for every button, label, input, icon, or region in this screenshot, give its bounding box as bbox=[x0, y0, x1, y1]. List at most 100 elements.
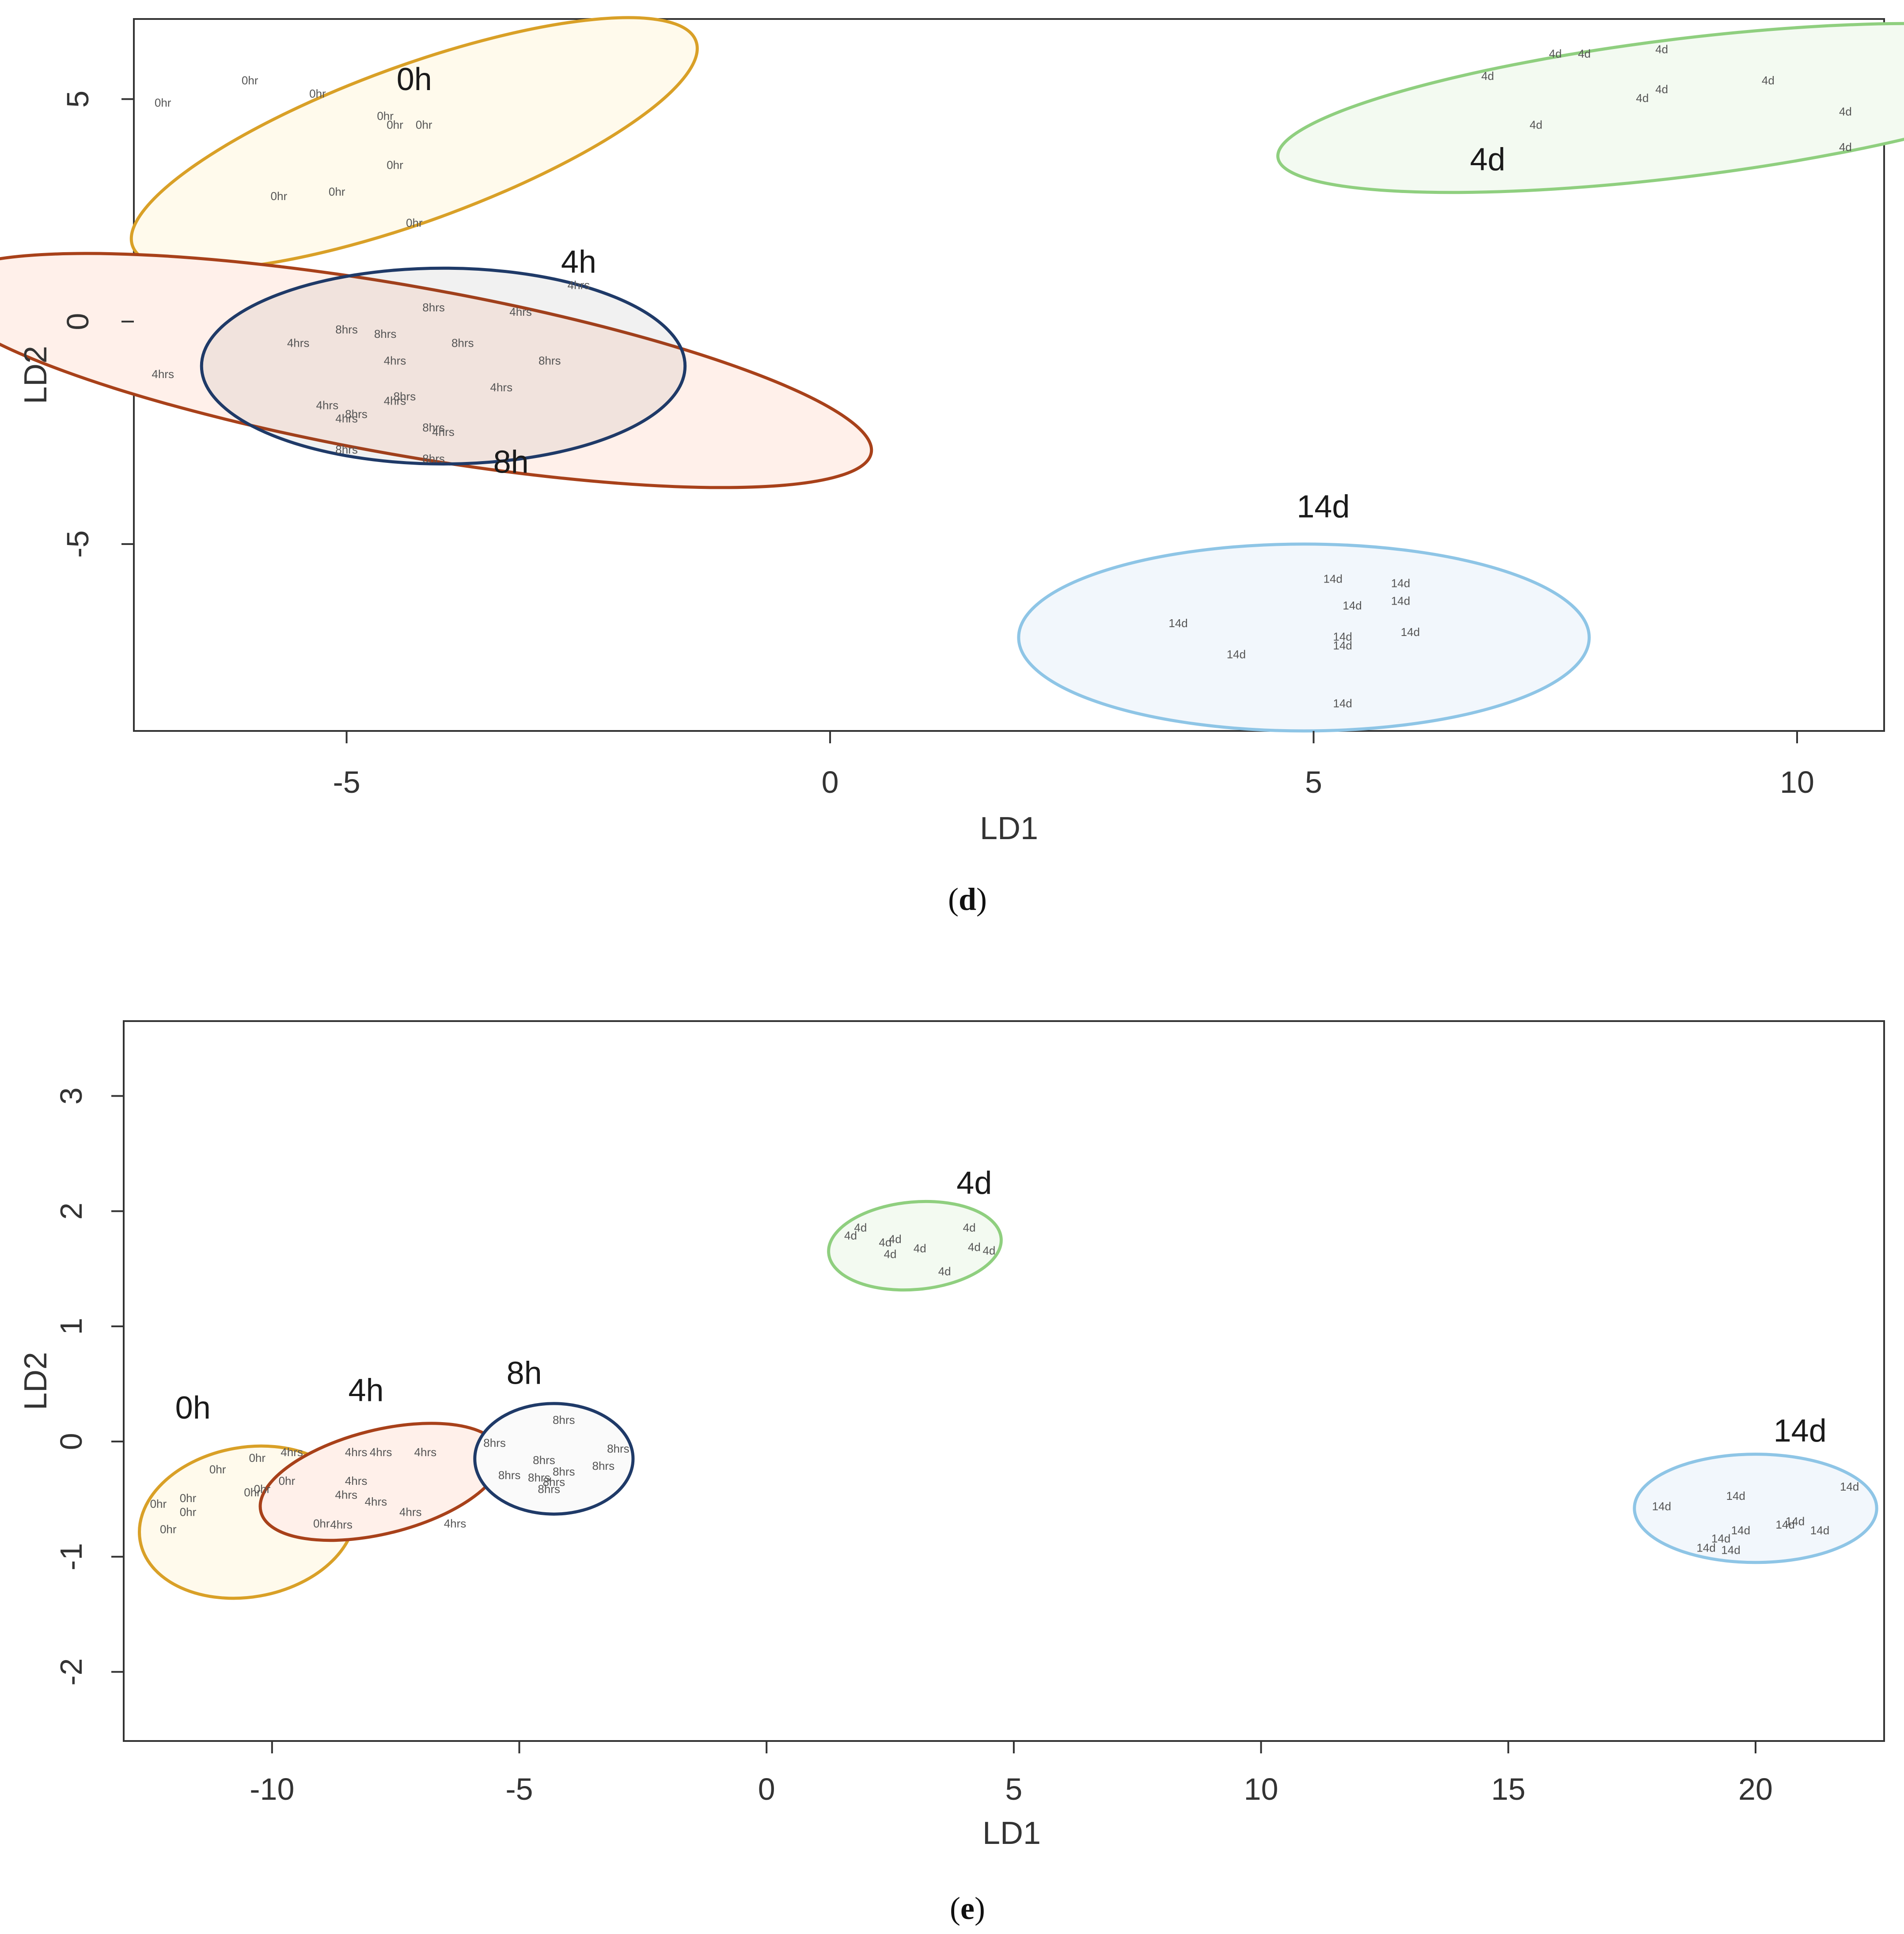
panel-d-caption: (d) bbox=[948, 882, 987, 917]
panel-d-point-0h: 0hr bbox=[377, 110, 394, 123]
panel-e-point-4d: 4d bbox=[884, 1247, 897, 1260]
panel-e-plot-frame bbox=[123, 1020, 1885, 1742]
panel-d-point-14d: 14d bbox=[1391, 594, 1410, 608]
panel-d-point-4h: 4hrs bbox=[316, 398, 339, 412]
panel-e-point-0h: 0hr bbox=[180, 1491, 197, 1505]
panel-e-y-tick-label: 3 bbox=[54, 1087, 88, 1105]
panel-e-y-tick-label: -2 bbox=[54, 1658, 88, 1685]
panel-d-point-0h: 0hr bbox=[309, 87, 326, 100]
panel-d-point-0h: 0hr bbox=[155, 96, 171, 109]
panel-d-point-0h: 0hr bbox=[416, 118, 432, 132]
panel-d-point-8h: 8hrs bbox=[374, 327, 397, 341]
panel-d-point-4d: 4d bbox=[1655, 42, 1668, 56]
panel-e-y-tick-label: 2 bbox=[54, 1203, 88, 1220]
panel-d-group-label-8h: 8h bbox=[493, 445, 529, 480]
panel-d-y-tick-label: -5 bbox=[61, 530, 95, 558]
panel-e-x-tick-label: 0 bbox=[758, 1772, 775, 1806]
panel-d-point-0h: 0hr bbox=[329, 185, 345, 198]
panel-d-group-label-14d: 14d bbox=[1297, 489, 1350, 524]
panel-e-point-4h: 4hrs bbox=[414, 1446, 437, 1459]
panel-e-point-8h: 8hrs bbox=[607, 1442, 630, 1455]
panel-e-y-tick-label: 1 bbox=[54, 1318, 88, 1335]
panel-e-point-14d: 14d bbox=[1731, 1524, 1750, 1537]
panel-d-point-0h: 0hr bbox=[242, 74, 258, 87]
panel-e-y-tick-label: -1 bbox=[54, 1543, 88, 1571]
panel-d-point-8h: 8hrs bbox=[422, 421, 445, 434]
panel-e-point-4d: 4d bbox=[938, 1264, 951, 1278]
panel-d-point-4d: 4d bbox=[1839, 140, 1852, 154]
panel-e-point-0h: 0hr bbox=[160, 1523, 177, 1536]
panel-e-point-4d: 4d bbox=[879, 1236, 891, 1249]
panel-e-point-4h: 4hrs bbox=[444, 1517, 467, 1530]
panel-d-point-8h: 8hrs bbox=[394, 390, 416, 403]
panel-d-y-tick-label: 5 bbox=[61, 91, 95, 108]
panel-e-x-tick-label: 15 bbox=[1491, 1772, 1525, 1806]
panel-d-point-8h: 8hrs bbox=[345, 408, 368, 421]
panel-e-point-8h: 8hrs bbox=[553, 1413, 575, 1427]
panel-e-point-4h: 4hrs bbox=[365, 1495, 387, 1508]
panel-d-point-0h: 0hr bbox=[271, 189, 288, 203]
panel-e-point-4d: 4d bbox=[968, 1241, 981, 1254]
panel-e-point-4h: 4hrs bbox=[399, 1505, 422, 1518]
panel-d-point-0h: 0hr bbox=[387, 118, 403, 132]
panel-e-point-0h: 0hr bbox=[209, 1463, 226, 1476]
panel-d-point-4d: 4d bbox=[1481, 69, 1494, 83]
panel-e-group-label-4d: 4d bbox=[956, 1166, 992, 1201]
panel-e-point-4d: 4d bbox=[963, 1221, 976, 1234]
panel-d-point-4d: 4d bbox=[1655, 83, 1668, 96]
panel-d-point-0h: 0hr bbox=[406, 216, 423, 229]
panel-e-point-4d: 4d bbox=[982, 1244, 995, 1257]
panel-e-point-14d: 14d bbox=[1711, 1532, 1730, 1545]
panel-e-point-0h: 0hr bbox=[180, 1505, 197, 1518]
panel-d-point-0h: 0hr bbox=[387, 158, 403, 171]
panel-e-point-0h: 0hr bbox=[249, 1451, 265, 1465]
panel-d-y-tick-label: 0 bbox=[61, 313, 95, 330]
panel-e-point-8h: 8hrs bbox=[553, 1465, 575, 1478]
panel-d-point-4h: 4hrs bbox=[152, 367, 174, 381]
panel-e-ellipse-8h bbox=[473, 1402, 635, 1516]
panel-d-group-label-4h: 4h bbox=[561, 244, 596, 280]
panel-d-group-label-0h: 0h bbox=[397, 62, 432, 97]
panel-d-ellipse-4d bbox=[1276, 22, 1904, 194]
panel-d-ellipse-8h bbox=[200, 266, 687, 466]
panel-e-ellipse-4d bbox=[827, 1200, 1003, 1292]
panel-d-point-4d: 4d bbox=[1839, 105, 1852, 118]
panel-e-ellipse-14d bbox=[1633, 1453, 1878, 1564]
panel-d-point-4d: 4d bbox=[1636, 91, 1649, 105]
panel-d-point-4h: 4hrs bbox=[432, 425, 455, 439]
panel-e-point-4h: 4hrs bbox=[330, 1518, 353, 1531]
panel-e-group-label-8h: 8h bbox=[507, 1356, 542, 1391]
panel-e-point-0h: 0hr bbox=[254, 1482, 271, 1495]
panel-d-point-4d: 4d bbox=[1762, 74, 1775, 87]
panel-e-point-4h: 4hrs bbox=[345, 1446, 368, 1459]
panel-d-point-4h: 4hrs bbox=[384, 394, 406, 407]
panel-e-point-4h: 4hrs bbox=[335, 1488, 357, 1501]
panel-d-point-14d: 14d bbox=[1333, 630, 1352, 643]
panel-e-point-4h: 4hrs bbox=[370, 1446, 392, 1459]
panel-e-point-0h: 0hr bbox=[244, 1486, 261, 1499]
panel-e-point-4d: 4d bbox=[854, 1221, 867, 1234]
panel-d-group-label-4d: 4d bbox=[1470, 142, 1505, 178]
panel-d-x-axis-title: LD1 bbox=[980, 811, 1038, 846]
panel-e-point-4h: 4hrs bbox=[345, 1474, 368, 1487]
panel-d-point-4d: 4d bbox=[1530, 118, 1543, 132]
panel-d-point-4h: 4hrs bbox=[568, 278, 590, 291]
panel-e-point-4d: 4d bbox=[889, 1232, 902, 1245]
panel-d-point-14d: 14d bbox=[1333, 639, 1352, 652]
panel-e-point-8h: 8hrs bbox=[528, 1471, 550, 1484]
panel-e-point-0h: 0hr bbox=[313, 1517, 330, 1530]
panel-e-point-14d: 14d bbox=[1721, 1544, 1740, 1557]
panel-e-x-tick-label: -10 bbox=[250, 1772, 294, 1806]
panel-e-point-0h: 0hr bbox=[150, 1497, 167, 1510]
panel-e-point-14d: 14d bbox=[1652, 1499, 1671, 1513]
panel-d-point-4h: 4hrs bbox=[384, 354, 406, 367]
panel-e-point-4d: 4d bbox=[844, 1229, 857, 1242]
panel-e-point-14d: 14d bbox=[1810, 1524, 1829, 1537]
panel-e-x-tick-label: 5 bbox=[1005, 1772, 1022, 1806]
panel-e-group-label-14d: 14d bbox=[1774, 1413, 1827, 1449]
panel-d-x-tick-label: 5 bbox=[1305, 765, 1322, 799]
panel-e-point-8h: 8hrs bbox=[543, 1476, 565, 1489]
